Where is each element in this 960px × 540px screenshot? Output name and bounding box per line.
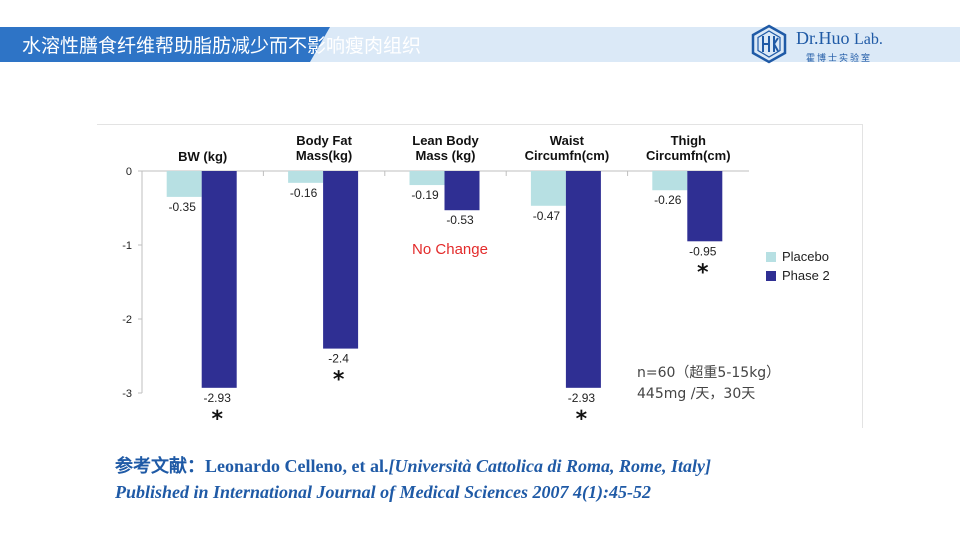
bar-phase-2 bbox=[201, 171, 237, 388]
sample-note-line-2: 445mg /天，30天 bbox=[637, 386, 755, 402]
data-label-placebo: -0.35 bbox=[169, 200, 197, 214]
significance-marker: * bbox=[697, 260, 709, 285]
category-label: Mass (kg) bbox=[416, 148, 476, 163]
sample-note-line-1: n=60（超重5-15kg） bbox=[637, 365, 780, 381]
logo-brand: Dr.Huo Lab. bbox=[796, 28, 883, 48]
y-tick-label: -3 bbox=[122, 388, 132, 400]
legend-swatch-placebo bbox=[766, 252, 776, 262]
category-label: Thigh bbox=[671, 133, 706, 148]
legend-label-phase-2: Phase 2 bbox=[782, 268, 830, 283]
bar-phase-2 bbox=[565, 171, 601, 388]
reference-affiliation: [Università Cattolica di Roma, Rome, Ita… bbox=[388, 456, 711, 476]
reference-published: Published in International Journal of Me… bbox=[115, 482, 652, 502]
data-label-phase-2: -0.53 bbox=[446, 213, 474, 227]
bar-placebo bbox=[530, 171, 566, 206]
category-label: Body Fat bbox=[296, 133, 352, 148]
data-label-phase-2: -2.93 bbox=[568, 391, 596, 405]
y-tick-label: 0 bbox=[126, 166, 132, 178]
page-title: 水溶性膳食纤维帮助脂肪减少而不影响瘦肉组织 bbox=[22, 35, 422, 57]
category-label: Circumfn(cm) bbox=[525, 148, 610, 163]
y-tick-label: -1 bbox=[122, 240, 132, 252]
reference: 参考文献：Leonardo Celleno, et al.[Università… bbox=[115, 453, 711, 505]
bar-placebo bbox=[288, 171, 324, 183]
bar-phase-2 bbox=[323, 171, 359, 349]
significance-marker: * bbox=[211, 407, 223, 428]
reference-prefix: 参考文献： bbox=[115, 456, 205, 476]
data-label-phase-2: -2.93 bbox=[204, 391, 232, 405]
category-label: BW (kg) bbox=[178, 149, 227, 164]
bar-phase-2 bbox=[444, 171, 480, 211]
data-label-placebo: -0.26 bbox=[654, 193, 682, 207]
y-tick-label: -2 bbox=[122, 314, 132, 326]
legend-swatch-phase-2 bbox=[766, 271, 776, 281]
category-label: Mass(kg) bbox=[296, 148, 352, 163]
significance-marker: * bbox=[576, 407, 588, 428]
legend-label-placebo: Placebo bbox=[782, 249, 829, 264]
bar-placebo bbox=[652, 171, 688, 191]
banner-background bbox=[0, 27, 742, 62]
data-label-phase-2: -0.95 bbox=[689, 244, 717, 258]
no-change-annotation: No Change bbox=[412, 241, 488, 258]
category-label: Waist bbox=[550, 133, 585, 148]
data-label-placebo: -0.19 bbox=[411, 188, 439, 202]
data-label-placebo: -0.16 bbox=[290, 186, 318, 200]
significance-marker: * bbox=[333, 368, 345, 393]
bar-placebo bbox=[409, 171, 445, 186]
reference-authors: Leonardo Celleno, et al. bbox=[205, 456, 389, 476]
data-label-placebo: -0.47 bbox=[533, 209, 561, 223]
bar-chart: 0 -1 -2 -3 BW (kg) -0.35 -2.93 * Body FatMass(kg… bbox=[122, 133, 830, 428]
category-label: Circumfn(cm) bbox=[646, 148, 731, 163]
category-label: Lean Body bbox=[412, 133, 479, 148]
bar-phase-2 bbox=[687, 171, 723, 242]
dr-huo-lab-logo-icon bbox=[751, 24, 787, 64]
title-banner: 水溶性膳食纤维帮助脂肪减少而不影响瘦肉组织 bbox=[0, 27, 742, 62]
bar-placebo bbox=[166, 171, 202, 197]
data-label-phase-2: -2.4 bbox=[328, 352, 349, 366]
logo-subtitle: 霍博士实验室 bbox=[806, 54, 873, 64]
